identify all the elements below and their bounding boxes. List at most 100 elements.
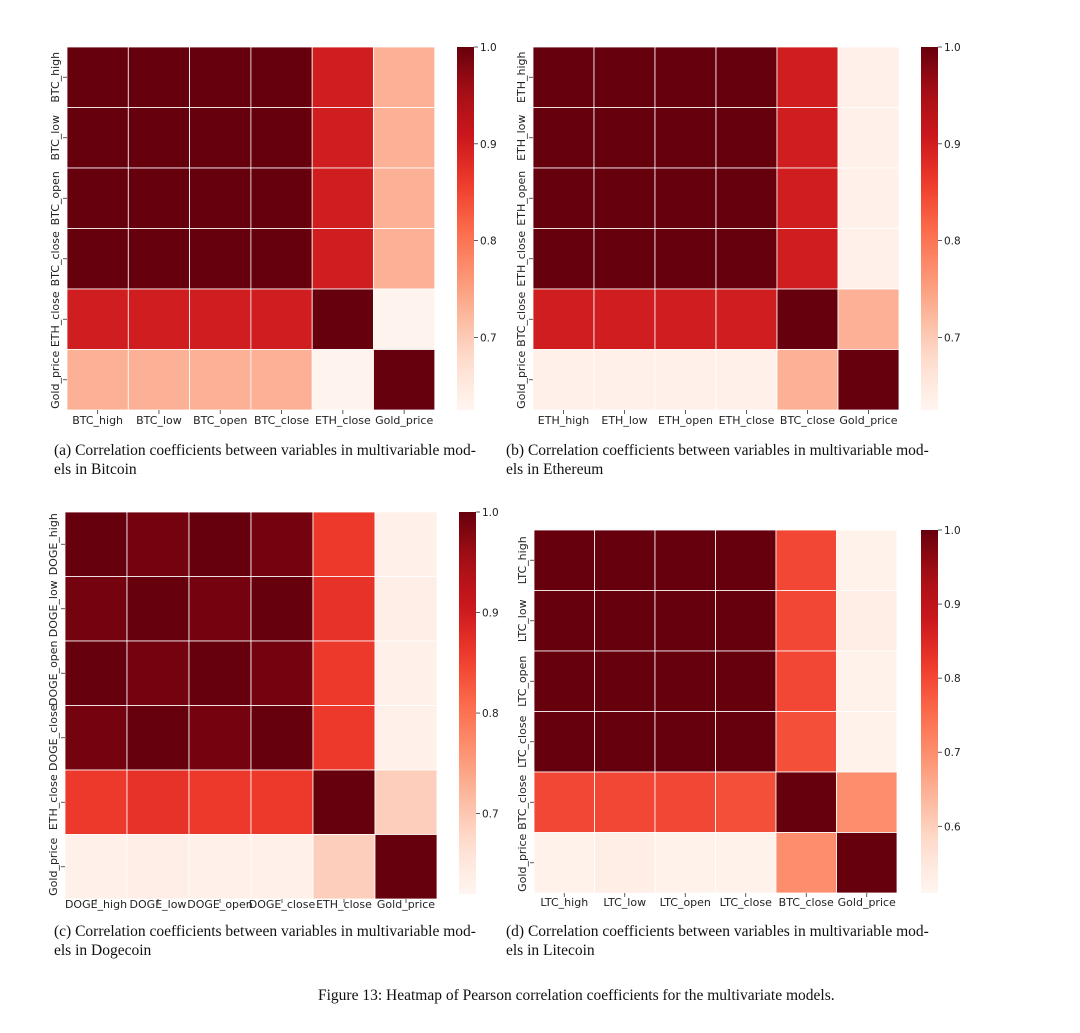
heatmap-cell [311, 228, 374, 290]
heatmap-cell [374, 769, 438, 835]
heatmap-cell [654, 590, 716, 652]
heatmap-cell [189, 288, 252, 350]
y-tick-label: BTC_low [49, 115, 62, 161]
heatmap-cell [776, 288, 839, 350]
heatmap-cell [311, 167, 374, 229]
heatmap-cell [533, 590, 595, 652]
heatmap-cell [593, 167, 656, 229]
caption-a-line1: (a) Correlation coefficients between var… [54, 442, 476, 459]
heatmap-cell [126, 511, 190, 577]
heatmap-cell [715, 529, 777, 591]
heatmap-cell [594, 771, 656, 833]
colorbar-tick-label: 1.0 [482, 507, 499, 519]
heatmap-cell [836, 590, 898, 652]
y-tick-label: ETH_high [515, 52, 528, 103]
heatmap-cell [311, 46, 374, 108]
caption-a: (a) Correlation coefficients between var… [54, 441, 476, 479]
heatmap-cell [836, 650, 898, 712]
heatmap-cell [715, 650, 777, 712]
heatmap-cell [373, 167, 436, 229]
heatmap-cell [594, 650, 656, 712]
heatmap-cell [532, 167, 595, 229]
heatmap-cell [654, 46, 717, 108]
colorbar-tick-label: 1.0 [944, 42, 961, 54]
y-tick-label: Gold_price [515, 350, 528, 408]
heatmap-cell [775, 650, 837, 712]
heatmap-cell [126, 640, 190, 706]
heatmap-cell [189, 167, 252, 229]
heatmap-cell [837, 228, 900, 290]
heatmap-cell [250, 288, 313, 350]
heatmap-cell [250, 107, 313, 169]
y-tick-label: BTC_close [515, 291, 528, 346]
x-tick-label: BTC_high [72, 414, 123, 427]
heatmap-cell [837, 46, 900, 108]
colorbar-tick-label: 0.7 [944, 747, 961, 759]
x-tick-label: ETH_close [316, 898, 372, 911]
heatmap-cell [533, 529, 595, 591]
heatmap-cell [533, 771, 595, 833]
x-tick-label: DOGE_low [130, 898, 187, 911]
heatmap-cell [715, 771, 777, 833]
heatmap-cell [837, 288, 900, 350]
x-tick-label: BTC_close [780, 414, 835, 427]
x-tick-label: BTC_low [136, 414, 182, 427]
x-tick-label: ETH_close [719, 414, 775, 427]
heatmap-cell [775, 832, 837, 894]
heatmap-cell [373, 349, 436, 411]
heatmap-cell [66, 349, 129, 411]
caption-d-line1: (d) Correlation coefficients between var… [506, 923, 929, 940]
heatmap-cell [311, 288, 374, 350]
heatmap-cell [250, 167, 313, 229]
heatmap-cell [66, 46, 129, 108]
heatmap-cell [593, 46, 656, 108]
x-tick-label: ETH_open [658, 414, 713, 427]
heatmap-panel-4: LTC_high LTC_low LTC_open LTC_close BTC_clos… [516, 525, 961, 909]
heatmap-cell [532, 107, 595, 169]
heatmap-cell [775, 590, 837, 652]
caption-d: (d) Correlation coefficients between var… [506, 922, 929, 960]
y-tick-label: LTC_close [516, 715, 529, 767]
heatmap-cell [532, 46, 595, 108]
heatmap-cell [533, 650, 595, 712]
heatmap-cell [189, 228, 252, 290]
heatmap-cell [250, 576, 314, 642]
y-tick-label: ETH_open [515, 171, 528, 226]
heatmap-cell [837, 349, 900, 411]
heatmap-cell [593, 107, 656, 169]
heatmap-cell [837, 167, 900, 229]
colorbar-tick-label: 0.7 [482, 809, 499, 821]
heatmap-cell [593, 349, 656, 411]
y-tick-label: Gold_price [516, 833, 529, 891]
x-tick-label: ETH_close [315, 414, 371, 427]
colorbar-tick-label: 0.8 [480, 236, 497, 248]
heatmap-cell [189, 46, 252, 108]
heatmap-cell [374, 834, 438, 900]
heatmap-cell [374, 640, 438, 706]
heatmap-cell [654, 711, 716, 773]
x-tick-label: LTC_low [603, 896, 646, 909]
x-tick-label: BTC_close [254, 414, 309, 427]
colorbar [921, 47, 938, 410]
y-tick-label: BTC_close [516, 774, 529, 829]
colorbar-tick-label: 0.7 [480, 332, 497, 344]
heatmap-cell [594, 590, 656, 652]
heatmap-cell [594, 711, 656, 773]
heatmap-cell [594, 832, 656, 894]
x-tick-label: LTC_high [540, 896, 588, 909]
heatmap-cell [654, 771, 716, 833]
heatmap-cell [312, 834, 376, 900]
colorbar-tick-label: 0.6 [944, 821, 961, 833]
heatmap-cell [188, 640, 252, 706]
heatmap-cell [64, 640, 128, 706]
heatmap-cell [776, 167, 839, 229]
heatmap-cell [374, 705, 438, 771]
heatmap-cell [188, 834, 252, 900]
figure-caption: Figure 13: Heatmap of Pearson correlatio… [318, 987, 835, 1004]
heatmap-cell [715, 711, 777, 773]
colorbar-tick-label: 1.0 [480, 42, 497, 54]
heatmap-cell [250, 46, 313, 108]
heatmap-cell [836, 711, 898, 773]
caption-b: (b) Correlation coefficients between var… [506, 441, 929, 479]
